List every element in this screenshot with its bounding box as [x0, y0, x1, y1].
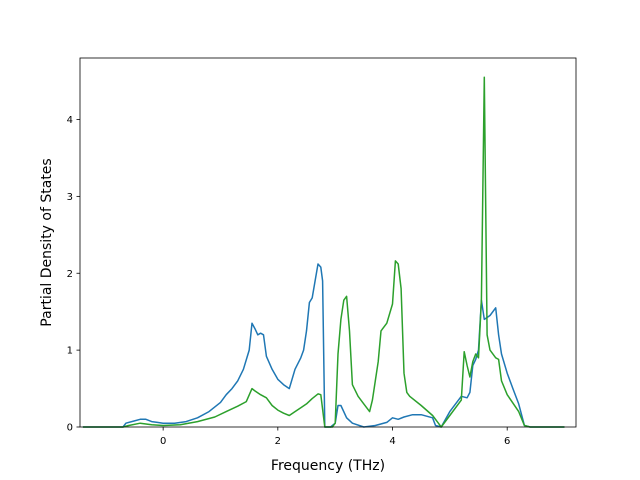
series-line-2 — [82, 76, 565, 428]
x-tick-label: 6 — [504, 436, 510, 447]
y-tick-label: 2 — [67, 269, 73, 280]
axes-frame — [79, 57, 577, 428]
x-tick-label: 4 — [389, 436, 395, 447]
y-axis-ticks: 0 1 2 3 4 — [67, 115, 80, 434]
y-tick-label: 1 — [67, 346, 73, 357]
y-tick-label: 0 — [67, 423, 73, 434]
x-tick-label: 0 — [160, 436, 166, 447]
x-axis-ticks: 0 2 4 6 — [160, 427, 510, 447]
x-tick-label: 2 — [275, 436, 281, 447]
series-group — [82, 76, 565, 428]
y-axis-label: Partial Density of States — [39, 158, 55, 326]
y-tick-label: 3 — [67, 192, 73, 203]
x-axis-label: Frequency (THz) — [271, 458, 385, 474]
y-tick-label: 4 — [67, 115, 73, 126]
